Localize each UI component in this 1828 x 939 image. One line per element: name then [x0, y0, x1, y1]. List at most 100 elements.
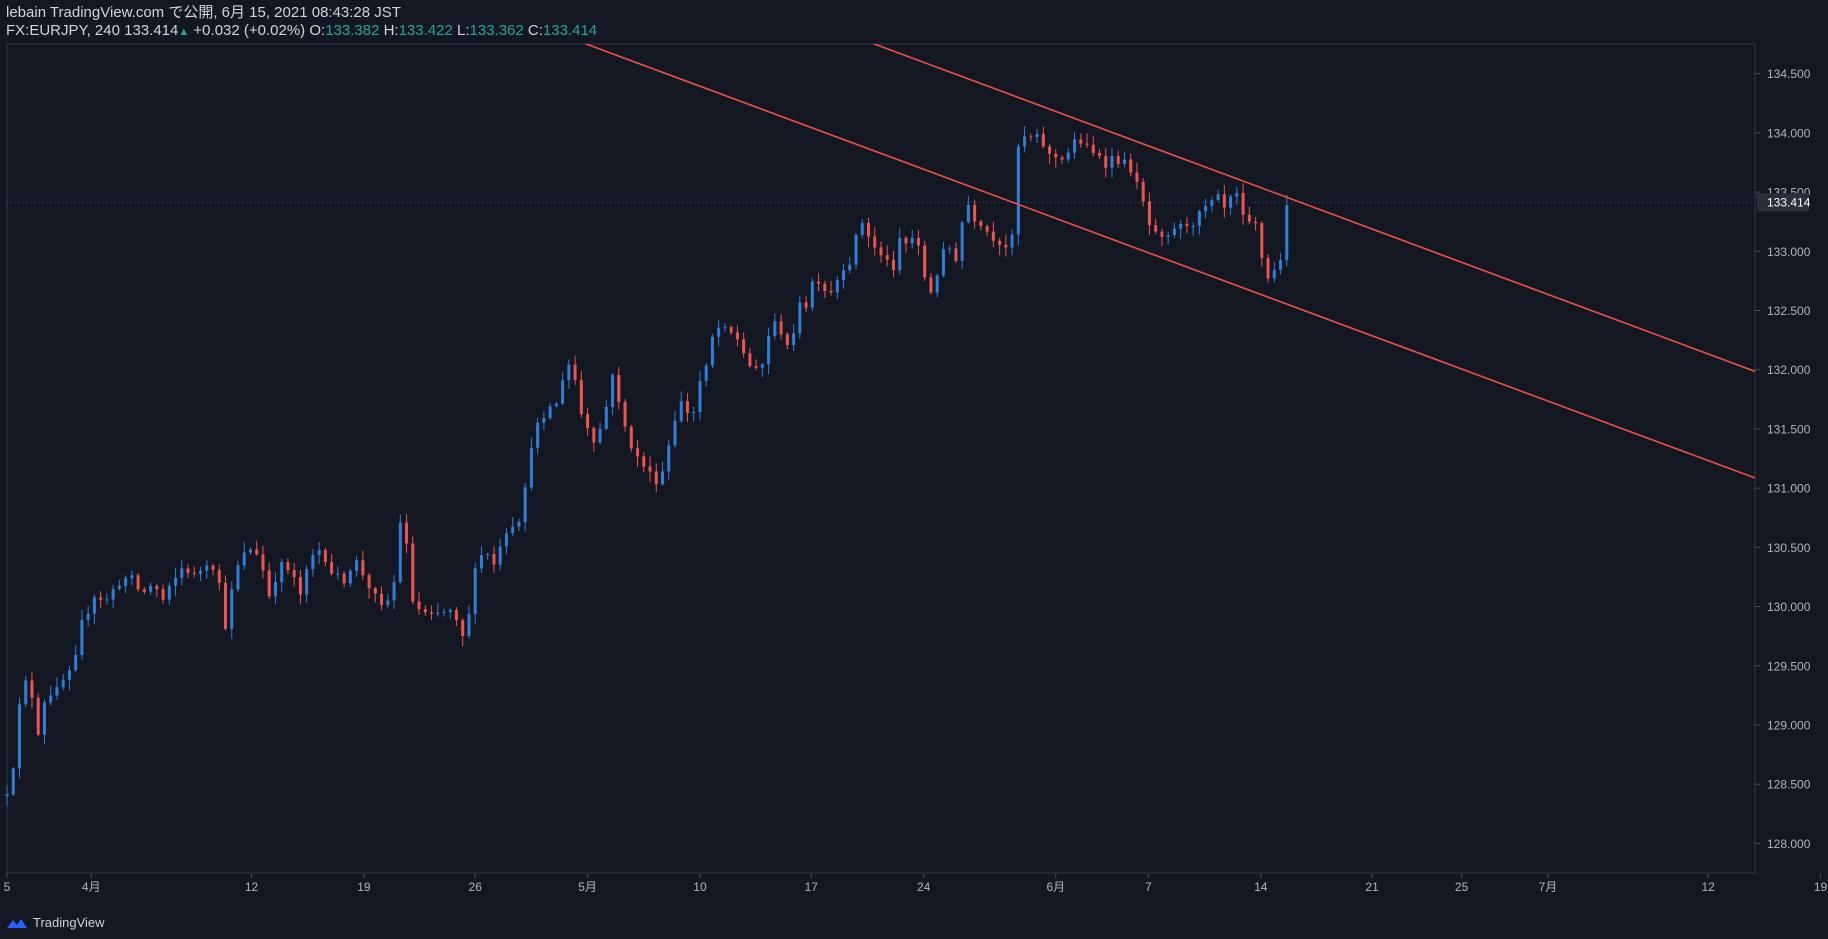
candle-body: [467, 614, 471, 637]
candle-body: [916, 237, 920, 246]
candle-body: [523, 487, 527, 523]
candle-body: [11, 768, 15, 795]
candle-body: [1191, 225, 1195, 227]
candle-body: [673, 420, 677, 446]
x-tick-label: 26: [469, 880, 483, 894]
candle-body: [498, 546, 502, 565]
candle-body: [242, 552, 246, 566]
candle-body: [760, 364, 764, 368]
candle-body: [411, 543, 415, 602]
candle-body: [623, 402, 627, 427]
candle-body: [1241, 192, 1245, 215]
tradingview-logo-icon: [7, 918, 27, 928]
candle-body: [891, 259, 895, 271]
y-tick-label: 131.000: [1767, 482, 1811, 496]
candle-body: [74, 655, 78, 671]
candle-body: [286, 562, 290, 571]
trendline[interactable]: [551, 31, 1817, 501]
candle-body: [511, 526, 515, 534]
candle-body: [1154, 225, 1158, 232]
candle-body: [86, 613, 90, 620]
x-tick-label: 4月: [82, 880, 101, 894]
candle-body: [661, 471, 664, 485]
candle-body: [810, 281, 814, 308]
candle-body: [430, 612, 434, 614]
candle-body: [1029, 136, 1033, 138]
y-tick-label: 134.000: [1767, 126, 1811, 140]
last-price-label-bg: [1757, 193, 1809, 212]
candle-body: [1235, 192, 1239, 197]
x-tick-label: 21: [1365, 880, 1379, 894]
candle-body: [42, 702, 46, 735]
candle-body: [579, 380, 583, 415]
chart-header: lebain TradingView.com で公開, 6月 15, 2021 …: [6, 4, 597, 41]
candles-layer: [5, 126, 1289, 807]
candle-body: [561, 380, 565, 404]
candle-body: [1204, 205, 1208, 212]
candle-body: [773, 321, 777, 336]
trendline[interactable]: [843, 32, 1818, 394]
candle-body: [1122, 159, 1126, 164]
time-axis[interactable]: 5 4月 12 19 26 5月 10 17 24 6月 7 14 21 25 7月 12 19: [4, 873, 1828, 894]
candle-body: [529, 447, 533, 488]
price-axis[interactable]: 128.000 128.500 129.000 129.500 130.000 130.5…: [1755, 67, 1811, 851]
high-label: H:: [383, 22, 399, 39]
candle-body: [380, 593, 384, 605]
candle-body: [1004, 244, 1008, 248]
candle-body: [199, 570, 203, 574]
x-tick-label: 19: [357, 880, 371, 894]
candle-body: [273, 581, 277, 597]
candle-body: [960, 222, 964, 261]
y-tick-label: 132.000: [1767, 363, 1811, 377]
x-tick-label: 7: [1145, 880, 1152, 894]
ohlc-legend: FX:EURJPY, 240 133.414▲ +0.032 (+0.02%) …: [6, 22, 597, 41]
candle-body: [355, 560, 359, 571]
candle-body: [910, 237, 914, 244]
candle-body: [267, 570, 271, 597]
candle-body: [767, 335, 771, 365]
candle-body: [1260, 223, 1264, 259]
candle-body: [224, 582, 227, 629]
candle-body: [1035, 133, 1039, 138]
candle-body: [236, 565, 240, 590]
candle-body: [36, 697, 40, 735]
candle-body: [1079, 139, 1083, 144]
candle-body: [361, 560, 365, 576]
candle-body: [879, 247, 883, 256]
candle-body: [792, 333, 796, 346]
candle-body: [867, 222, 871, 237]
open-value: 133.382: [325, 22, 380, 39]
candle-body: [217, 569, 221, 583]
candle-body: [648, 466, 652, 472]
candle-body: [1141, 181, 1145, 202]
candle-body: [542, 418, 546, 423]
candle-body: [1060, 157, 1064, 160]
candle-body: [829, 291, 833, 293]
candle-body: [923, 245, 927, 278]
low-label: L:: [457, 22, 470, 39]
candle-body: [124, 578, 128, 586]
candle-body: [142, 589, 146, 592]
x-tick-label: 14: [1254, 880, 1268, 894]
x-tick-label: 17: [805, 880, 819, 894]
candle-body: [454, 609, 458, 621]
candle-body: [211, 565, 215, 570]
chart-grid: [6, 43, 1756, 874]
candle-body: [798, 302, 802, 334]
candle-body: [1104, 155, 1108, 168]
candle-body: [985, 226, 989, 232]
x-tick-label: 7月: [1539, 880, 1558, 894]
publish-info: lebain TradingView.com で公開, 6月 15, 2021 …: [6, 4, 401, 21]
candle-body: [280, 562, 284, 582]
pane-border: [6, 43, 1756, 874]
candle-body: [298, 577, 302, 595]
tradingview-branding: TradingView: [6, 915, 105, 930]
candle-body: [554, 403, 558, 407]
candle-body: [486, 554, 490, 556]
candle-body: [1197, 211, 1201, 226]
candle-body: [548, 406, 552, 419]
candle-body: [517, 522, 521, 527]
candle-body: [305, 569, 309, 595]
x-tick-label: 6月: [1046, 880, 1065, 894]
